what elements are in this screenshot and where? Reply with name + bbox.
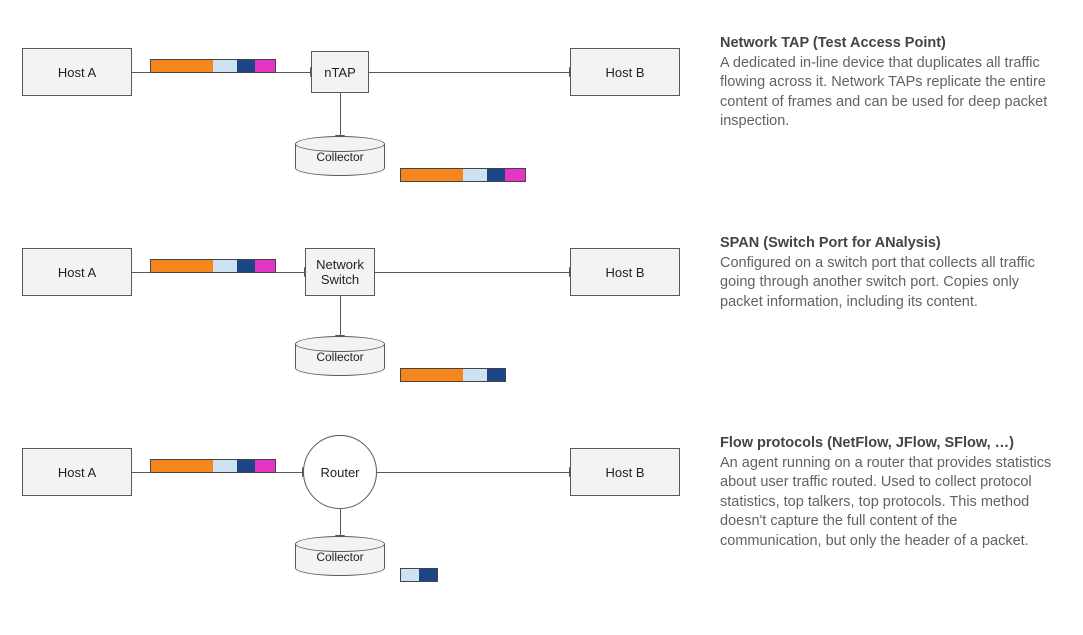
packet-seg-0: [151, 260, 213, 272]
mid-2: Router: [303, 435, 377, 509]
host-b-0-label: Host B: [605, 65, 644, 80]
mid-0: nTAP: [311, 51, 369, 93]
collector-2-label: Collector: [295, 550, 385, 564]
edge-mid-collector-2: [340, 509, 341, 536]
packet-seg-0: [401, 169, 463, 181]
packet-seg-1: [213, 60, 237, 72]
host-a-0: Host A: [22, 48, 132, 96]
host-b-0: Host B: [570, 48, 680, 96]
packet-collector-0: [400, 168, 526, 182]
packet-collector-1: [400, 368, 506, 382]
packet-seg-3: [255, 260, 275, 272]
packet-collector-2: [400, 568, 438, 582]
packet-top-0: [150, 59, 276, 73]
collector-1-label: Collector: [295, 350, 385, 364]
edge-mid-collector-0: [340, 93, 341, 136]
packet-seg-1: [463, 169, 487, 181]
description-title-span: SPAN (Switch Port for ANalysis): [720, 235, 941, 251]
host-a-1: Host A: [22, 248, 132, 296]
description-body-span: Configured on a switch port that collect…: [720, 255, 1035, 310]
packet-seg-2: [487, 369, 505, 381]
packet-seg-2: [487, 169, 505, 181]
collector-0: Collector: [295, 136, 385, 176]
packet-seg-0: [151, 460, 213, 472]
packet-seg-0: [151, 60, 213, 72]
packet-seg-3: [255, 60, 275, 72]
host-b-2-label: Host B: [605, 465, 644, 480]
packet-seg-2: [237, 260, 255, 272]
packet-seg-1: [419, 569, 437, 581]
packet-seg-2: [237, 60, 255, 72]
description-flow: Flow protocols (NetFlow, JFlow, SFlow, ……: [720, 434, 1060, 551]
host-a-1-label: Host A: [58, 265, 96, 280]
packet-seg-0: [401, 569, 419, 581]
packet-top-1: [150, 259, 276, 273]
packet-seg-0: [401, 369, 463, 381]
host-a-2: Host A: [22, 448, 132, 496]
collector-2: Collector: [295, 536, 385, 576]
collector-0-label: Collector: [295, 150, 385, 164]
packet-seg-2: [237, 460, 255, 472]
edge-mid-hostb-1: [375, 272, 570, 273]
edge-mid-hostb-0: [369, 72, 570, 73]
packet-seg-1: [213, 260, 237, 272]
description-body-flow: An agent running on a router that provid…: [720, 455, 1051, 549]
packet-seg-3: [255, 460, 275, 472]
mid-1-label: NetworkSwitch: [316, 257, 364, 287]
mid-2-label: Router: [320, 465, 359, 480]
edge-mid-hostb-2: [377, 472, 570, 473]
description-tap: Network TAP (Test Access Point) A dedicat…: [720, 34, 1060, 132]
host-a-2-label: Host A: [58, 465, 96, 480]
mid-1: NetworkSwitch: [305, 248, 375, 296]
description-body-tap: A dedicated in-line device that duplicat…: [720, 55, 1047, 130]
host-a-0-label: Host A: [58, 65, 96, 80]
edge-mid-collector-1: [340, 296, 341, 336]
packet-seg-1: [213, 460, 237, 472]
description-title-tap: Network TAP (Test Access Point): [720, 35, 946, 51]
host-b-1: Host B: [570, 248, 680, 296]
description-title-flow: Flow protocols (NetFlow, JFlow, SFlow, ……: [720, 435, 1014, 451]
mid-0-label: nTAP: [324, 65, 356, 80]
host-b-2: Host B: [570, 448, 680, 496]
description-span: SPAN (Switch Port for ANalysis) Configure…: [720, 234, 1060, 312]
host-b-1-label: Host B: [605, 265, 644, 280]
collector-1: Collector: [295, 336, 385, 376]
packet-seg-3: [505, 169, 525, 181]
packet-top-2: [150, 459, 276, 473]
packet-seg-1: [463, 369, 487, 381]
